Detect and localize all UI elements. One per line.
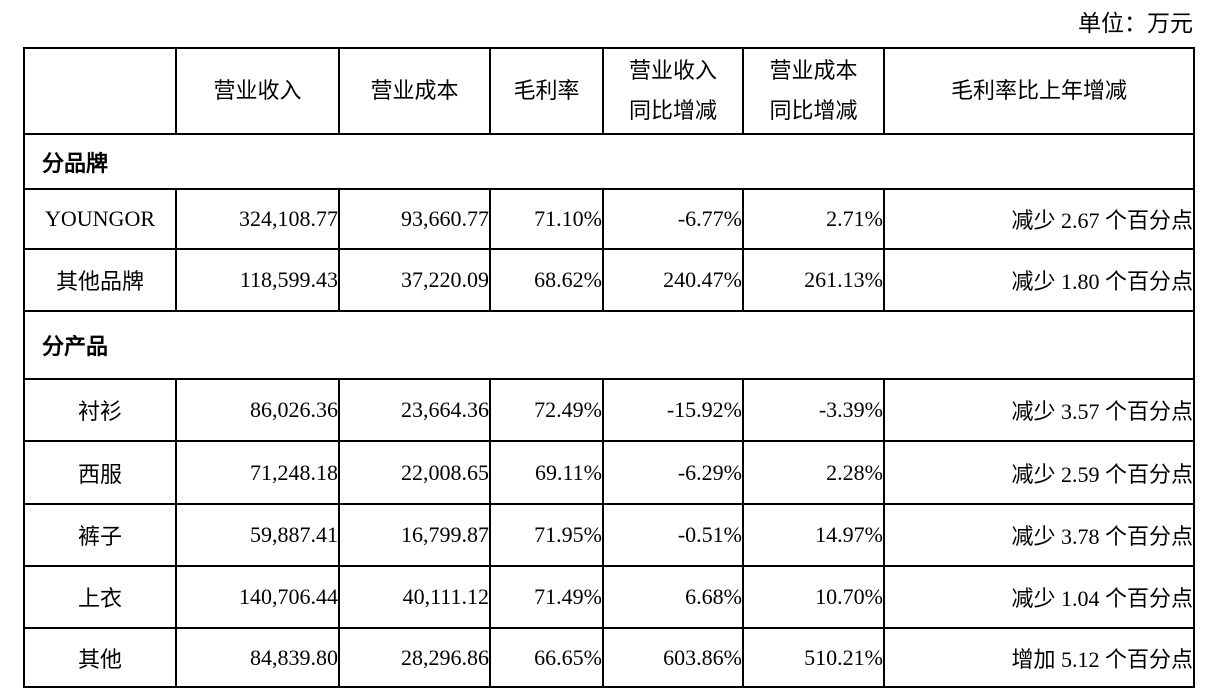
- cell-margin-change: 减少 1.04 个百分点: [883, 565, 1195, 629]
- cell-margin: 71.95%: [489, 503, 604, 567]
- cell-margin-change: 减少 3.78 个百分点: [883, 503, 1195, 567]
- header-revenue: 营业收入: [175, 47, 340, 135]
- cell-revenue: 140,706.44: [175, 565, 340, 629]
- cell-cost-yoy: 261.13%: [742, 248, 885, 312]
- cell-revenue-yoy: -15.92%: [602, 378, 744, 442]
- cell-revenue-yoy: 240.47%: [602, 248, 744, 312]
- table-row-pants: 裤子 59,887.41 16,799.87 71.95% -0.51% 14.…: [23, 503, 1195, 567]
- cell-margin: 71.10%: [489, 188, 604, 250]
- header-cost-yoy: 营业成本 同比增减: [742, 47, 885, 135]
- cell-margin: 68.62%: [489, 248, 604, 312]
- header-row: 营业收入 营业成本 毛利率 营业收入同比增减 营业成本同比增减 毛利率比上年增减: [23, 47, 1195, 135]
- cell-margin-change: 减少 2.67 个百分点: [883, 188, 1195, 250]
- cell-margin: 66.65%: [489, 627, 604, 688]
- header-revenue-yoy-line1: 营业收入: [628, 58, 717, 83]
- header-margin: 毛利率: [489, 47, 604, 135]
- header-cost-yoy-line1: 营业成本: [769, 58, 858, 83]
- table-row-shirts: 衬衫 86,026.36 23,664.36 72.49% -15.92% -3…: [23, 378, 1195, 442]
- cell-revenue: 59,887.41: [175, 503, 340, 567]
- header-blank: [23, 47, 177, 135]
- header-cost-yoy-line2: 同比增减: [769, 98, 858, 123]
- table-row-tops: 上衣 140,706.44 40,111.12 71.49% 6.68% 10.…: [23, 565, 1195, 629]
- cell-cost: 37,220.09: [338, 248, 491, 312]
- cell-revenue: 118,599.43: [175, 248, 340, 312]
- table-row-others: 其他 84,839.80 28,296.86 66.65% 603.86% 51…: [23, 627, 1195, 688]
- cell-cost-yoy: 2.71%: [742, 188, 885, 250]
- header-revenue-yoy: 营业收入 同比增减: [602, 47, 744, 135]
- cell-name: 其他: [23, 627, 177, 688]
- cell-margin-change: 增加 5.12 个百分点: [883, 627, 1195, 688]
- header-cost: 营业成本: [338, 47, 491, 135]
- cell-cost-yoy: 14.97%: [742, 503, 885, 567]
- section-row-by-product: 分产品: [23, 310, 1195, 380]
- table-row-suits: 西服 71,248.18 22,008.65 69.11% -6.29% 2.2…: [23, 440, 1195, 505]
- cell-name: 裤子: [23, 503, 177, 567]
- cell-cost: 28,296.86: [338, 627, 491, 688]
- cell-name: 上衣: [23, 565, 177, 629]
- cell-margin-change: 减少 2.59 个百分点: [883, 440, 1195, 505]
- cell-name: 其他品牌: [23, 248, 177, 312]
- cell-revenue-yoy: -6.77%: [602, 188, 744, 250]
- cell-margin-change: 减少 3.57 个百分点: [883, 378, 1195, 442]
- cell-cost: 40,111.12: [338, 565, 491, 629]
- section-row-by-brand: 分品牌: [23, 133, 1195, 190]
- cell-name: 西服: [23, 440, 177, 505]
- cell-revenue-yoy: 6.68%: [602, 565, 744, 629]
- table-row-other-brands: 其他品牌 118,599.43 37,220.09 68.62% 240.47%…: [23, 248, 1195, 312]
- header-margin-change: 毛利率比上年增减: [883, 47, 1195, 135]
- cell-margin-change: 减少 1.80 个百分点: [883, 248, 1195, 312]
- cell-revenue-yoy: -6.29%: [602, 440, 744, 505]
- cell-cost-yoy: -3.39%: [742, 378, 885, 442]
- cell-revenue: 71,248.18: [175, 440, 340, 505]
- gross-margin-table: 营业收入 营业成本 毛利率 营业收入同比增减 营业成本同比增减 毛利率比上年增减…: [23, 47, 1195, 688]
- cell-revenue: 324,108.77: [175, 188, 340, 250]
- cell-cost: 23,664.36: [338, 378, 491, 442]
- cell-margin: 71.49%: [489, 565, 604, 629]
- cell-margin: 72.49%: [489, 378, 604, 442]
- unit-label: 单位：万元: [1078, 11, 1193, 36]
- cell-revenue: 84,839.80: [175, 627, 340, 688]
- cell-cost-yoy: 2.28%: [742, 440, 885, 505]
- cell-margin: 69.11%: [489, 440, 604, 505]
- section-label: 分品牌: [23, 133, 1195, 190]
- cell-name: 衬衫: [23, 378, 177, 442]
- cell-cost-yoy: 510.21%: [742, 627, 885, 688]
- cell-cost-yoy: 10.70%: [742, 565, 885, 629]
- header-revenue-yoy-line2: 同比增减: [628, 98, 717, 123]
- cell-revenue-yoy: 603.86%: [602, 627, 744, 688]
- cell-revenue-yoy: -0.51%: [602, 503, 744, 567]
- cell-name: YOUNGOR: [23, 188, 177, 250]
- cell-cost: 93,660.77: [338, 188, 491, 250]
- cell-cost: 16,799.87: [338, 503, 491, 567]
- cell-revenue: 86,026.36: [175, 378, 340, 442]
- cell-cost: 22,008.65: [338, 440, 491, 505]
- table-row-youngor: YOUNGOR 324,108.77 93,660.77 71.10% -6.7…: [23, 188, 1195, 250]
- section-label: 分产品: [23, 310, 1195, 380]
